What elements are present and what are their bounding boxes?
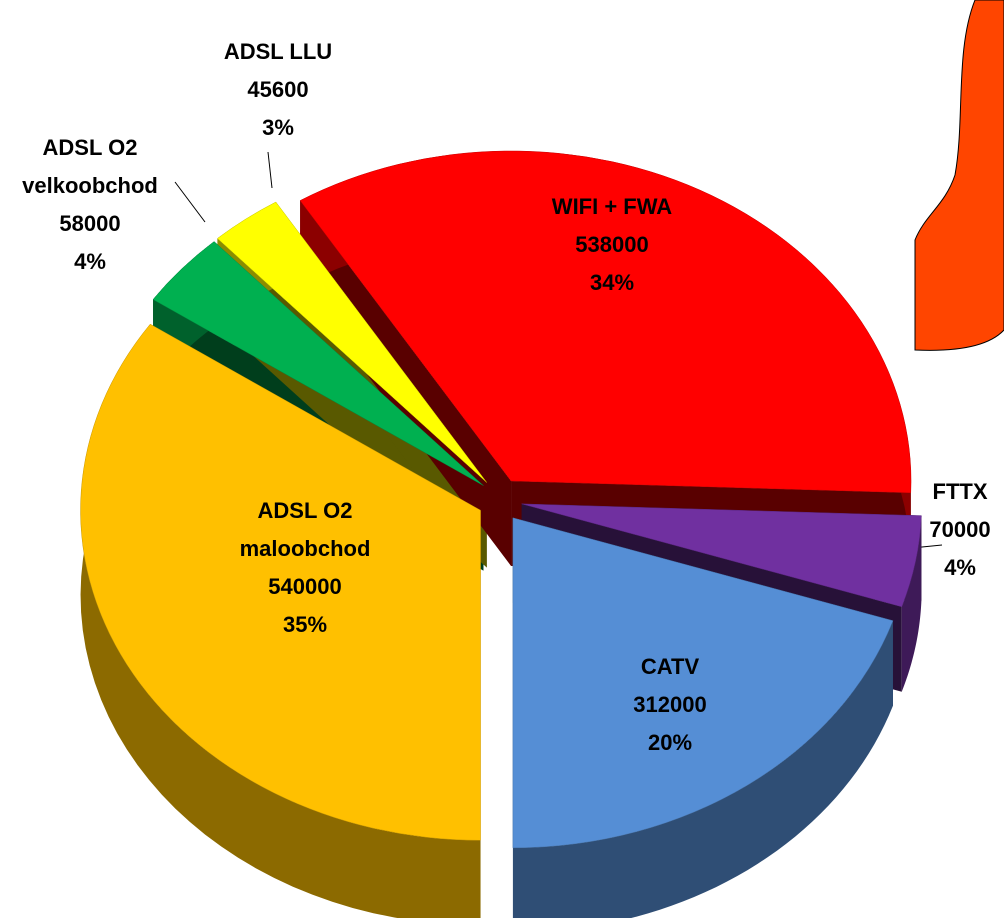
category-label: ADSL O2 maloobchod xyxy=(239,498,371,561)
slice xyxy=(217,201,487,483)
percent-label: 4% xyxy=(74,249,106,274)
percent-label: 3% xyxy=(262,115,294,140)
leader-line xyxy=(267,151,273,189)
value-label: 70000 xyxy=(929,517,991,542)
category-label: FTTX xyxy=(932,479,988,504)
decorative-bracket xyxy=(914,0,1004,351)
data-label: WIFI + FWA 538000 34% xyxy=(552,188,672,302)
category-label: ADSL O2 velkoobchod xyxy=(22,135,158,198)
slice-tops xyxy=(80,150,922,849)
data-label: ADSL LLU 45600 3% xyxy=(224,33,332,147)
percent-label: 20% xyxy=(647,730,693,755)
percent-label: 35% xyxy=(282,612,328,637)
data-label: ADSL O2 velkoobchod 58000 4% xyxy=(10,129,170,281)
data-label: CATV 312000 20% xyxy=(633,648,706,762)
slice-outer-wall xyxy=(80,324,481,918)
data-label: ADSL O2 maloobchod 540000 35% xyxy=(225,492,385,644)
data-label: FTTX 70000 4% xyxy=(929,473,990,587)
slice xyxy=(299,150,912,494)
value-label: 540000 xyxy=(268,574,342,599)
slice xyxy=(521,503,922,608)
slice-outer-wall xyxy=(512,620,893,918)
slice xyxy=(152,241,484,486)
value-label: 58000 xyxy=(59,211,121,236)
value-label: 312000 xyxy=(633,692,707,717)
leader-line xyxy=(174,181,206,223)
slice xyxy=(80,323,481,841)
slice-outer-wall xyxy=(901,515,922,692)
category-label: WIFI + FWA xyxy=(551,194,673,219)
category-label: ADSL LLU xyxy=(223,39,333,64)
slice xyxy=(512,517,894,849)
value-label: 45600 xyxy=(247,77,309,102)
value-label: 538000 xyxy=(575,232,649,257)
percent-label: 34% xyxy=(589,270,635,295)
category-label: CATV xyxy=(640,654,700,679)
percent-label: 4% xyxy=(944,555,976,580)
